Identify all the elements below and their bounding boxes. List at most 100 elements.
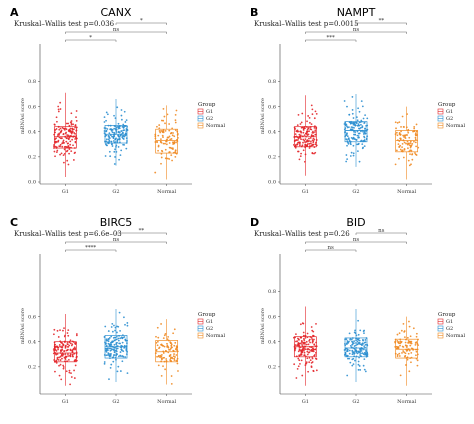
data-point	[312, 141, 315, 144]
data-point	[55, 137, 57, 140]
data-point	[111, 135, 113, 138]
data-point	[353, 126, 355, 129]
data-point	[169, 146, 172, 149]
data-point	[106, 144, 108, 147]
kruskal-wallis-label: Kruskal–Wallis test p=0.0015	[254, 20, 359, 28]
data-point	[68, 344, 71, 347]
data-point	[297, 350, 300, 353]
data-point	[112, 356, 115, 358]
data-point	[311, 357, 314, 360]
data-point	[108, 347, 111, 350]
data-point	[121, 131, 124, 134]
data-point	[361, 342, 364, 345]
data-point	[56, 346, 59, 349]
data-point	[404, 355, 406, 358]
data-point	[111, 143, 113, 145]
legend-label: G1	[446, 319, 453, 325]
data-point	[409, 146, 412, 149]
data-point	[306, 350, 309, 353]
significance-label: ns	[378, 228, 385, 234]
data-point	[315, 323, 317, 325]
data-point	[173, 135, 176, 138]
data-point	[346, 105, 348, 108]
data-point	[407, 147, 409, 150]
y-tick-label: 0.2	[28, 365, 36, 371]
data-point	[106, 347, 109, 350]
data-point	[357, 333, 360, 336]
data-point	[298, 141, 300, 144]
data-point	[75, 110, 78, 112]
data-point	[73, 359, 76, 362]
data-point	[170, 382, 173, 385]
box-normal	[155, 340, 179, 363]
data-point	[63, 128, 66, 131]
data-point	[69, 339, 72, 342]
y-axis-label: mRNAsi score	[260, 98, 266, 134]
data-point	[158, 124, 161, 126]
data-point	[302, 141, 304, 144]
data-point	[345, 134, 348, 136]
data-point	[124, 356, 127, 358]
data-point	[311, 339, 314, 342]
data-point	[159, 356, 161, 359]
data-point	[73, 369, 75, 372]
data-point	[347, 137, 350, 140]
data-point	[64, 353, 67, 356]
data-point	[110, 140, 113, 143]
data-point	[308, 137, 310, 140]
data-point	[115, 350, 118, 353]
y-tick-label: 0.8	[268, 79, 276, 85]
data-point	[315, 369, 318, 372]
data-point	[72, 348, 74, 351]
data-point	[174, 129, 177, 132]
data-point	[113, 131, 116, 134]
significance-label: ns	[113, 27, 120, 33]
data-point	[312, 370, 315, 372]
data-point	[403, 141, 406, 144]
data-point	[60, 152, 63, 155]
data-point	[299, 362, 301, 365]
data-point	[113, 324, 115, 327]
data-point	[358, 339, 361, 342]
data-point	[415, 154, 418, 156]
data-point	[360, 352, 362, 355]
data-point	[107, 340, 110, 343]
data-point	[170, 375, 173, 377]
data-point	[62, 139, 65, 142]
y-tick-label: 0.8	[268, 289, 276, 295]
data-point	[63, 356, 66, 359]
significance-bracket	[305, 249, 357, 252]
data-point	[310, 104, 313, 107]
data-point	[111, 322, 114, 325]
data-point	[364, 114, 367, 117]
data-point	[68, 136, 71, 139]
data-point	[75, 334, 78, 337]
data-point	[357, 150, 359, 153]
x-tick-label: Normal	[157, 189, 176, 195]
data-point	[415, 350, 418, 353]
data-point	[108, 140, 111, 143]
data-point	[309, 140, 312, 143]
data-point	[110, 326, 113, 328]
data-point	[54, 346, 57, 348]
data-point	[402, 346, 405, 348]
data-point	[357, 123, 360, 126]
data-point	[414, 138, 417, 141]
data-point	[301, 340, 303, 343]
legend-label: G2	[446, 116, 453, 122]
data-point	[356, 130, 359, 133]
significance-bracket	[115, 22, 167, 25]
data-point	[113, 127, 116, 130]
data-point	[308, 130, 310, 133]
data-point	[72, 128, 75, 131]
data-point	[299, 155, 302, 158]
data-point	[403, 351, 406, 354]
data-point	[115, 347, 118, 350]
data-point	[62, 133, 65, 136]
data-point	[69, 383, 71, 386]
data-point	[59, 101, 62, 104]
data-point	[70, 112, 73, 115]
legend-label: G2	[206, 116, 213, 122]
gene-title: BIRC5	[100, 216, 133, 229]
data-point	[172, 332, 175, 335]
